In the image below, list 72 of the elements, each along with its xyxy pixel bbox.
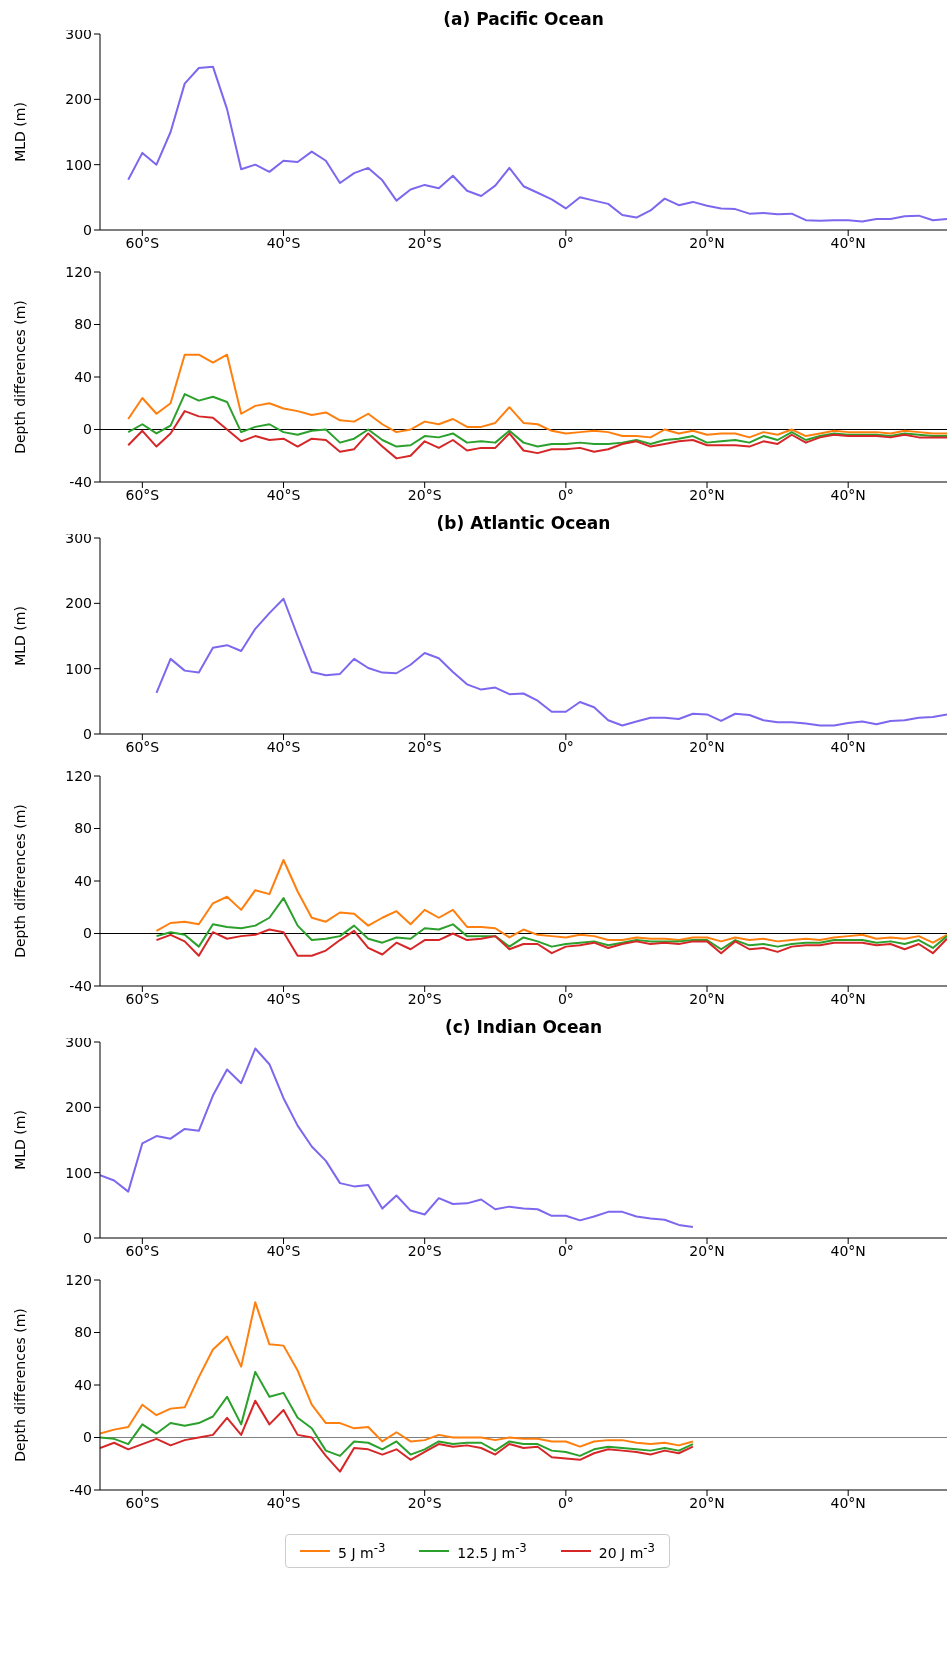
y-tick-label: 200	[65, 91, 92, 108]
x-tick-label: 40°S	[266, 738, 301, 755]
y-tick-label: 0	[83, 221, 92, 238]
y-tick-label: 120	[65, 767, 92, 784]
y-tick-label: 80	[74, 820, 92, 837]
x-tick-label: 60°S	[125, 990, 160, 1007]
x-tick-label: 40°N	[830, 234, 866, 251]
x-tick-label: 40°S	[266, 234, 301, 251]
x-tick-label: 20°S	[407, 1494, 442, 1511]
y-axis-title: Depth differences (m)	[11, 804, 28, 958]
x-tick-label: 20°N	[689, 1242, 725, 1259]
y-tick-label: 100	[65, 660, 92, 677]
x-tick-label: 60°S	[125, 738, 160, 755]
y-tick-label: 200	[65, 595, 92, 612]
x-tick-label: 20°S	[407, 738, 442, 755]
x-tick-label: 0°	[557, 486, 574, 503]
y-tick-label: 0	[83, 1229, 92, 1246]
y-tick-label: 40	[74, 872, 92, 889]
x-tick-label: 40°N	[830, 486, 866, 503]
y-axis-title: MLD (m)	[11, 606, 28, 666]
y-axis-title: Depth differences (m)	[11, 300, 28, 454]
x-tick-label: 20°N	[689, 486, 725, 503]
x-tick-label: 20°N	[689, 738, 725, 755]
y-tick-label: 0	[83, 1429, 92, 1446]
x-tick-label: 40°S	[266, 990, 301, 1007]
y-tick-label: 40	[74, 368, 92, 385]
y-tick-label: -40	[69, 977, 92, 994]
x-tick-label: 0°	[557, 1494, 574, 1511]
x-tick-label: 20°S	[407, 486, 442, 503]
x-tick-label: 40°S	[266, 486, 301, 503]
y-tick-label: 200	[65, 1099, 92, 1116]
chart-title: (a) Pacific Ocean	[442, 8, 605, 30]
x-tick-label: 40°N	[830, 1494, 866, 1511]
x-tick-label: 20°S	[407, 990, 442, 1007]
x-tick-label: 40°N	[830, 738, 866, 755]
y-tick-label: -40	[69, 1481, 92, 1498]
x-tick-label: 20°S	[407, 1242, 442, 1259]
y-tick-label: 0	[83, 725, 92, 742]
x-tick-label: 40°S	[266, 1494, 301, 1511]
x-tick-label: 60°S	[125, 486, 160, 503]
x-tick-label: 20°S	[407, 234, 442, 251]
y-axis-title: MLD (m)	[11, 1110, 28, 1170]
y-tick-label: 0	[83, 421, 92, 438]
y-axis-title: Depth differences (m)	[11, 1308, 28, 1462]
x-tick-label: 60°S	[125, 1242, 160, 1259]
y-tick-label: 0	[83, 925, 92, 942]
x-tick-label: 60°S	[125, 234, 160, 251]
x-tick-label: 0°	[557, 738, 574, 755]
x-tick-label: 0°	[557, 234, 574, 251]
y-tick-label: 120	[65, 1271, 92, 1288]
y-tick-label: 80	[74, 316, 92, 333]
legend-label: 5 J m$^{-3}$	[338, 1541, 386, 1561]
y-axis-title: MLD (m)	[11, 102, 28, 162]
x-tick-label: 0°	[557, 1242, 574, 1259]
y-tick-label: 100	[65, 156, 92, 173]
legend-label: 20 J m$^{-3}$	[598, 1541, 655, 1561]
x-tick-label: 60°S	[125, 1494, 160, 1511]
y-tick-label: 40	[74, 1376, 92, 1393]
x-tick-label: 20°N	[689, 990, 725, 1007]
x-tick-label: 0°	[557, 990, 574, 1007]
chart-title: (b) Atlantic Ocean	[435, 512, 612, 534]
x-tick-label: 20°N	[689, 1494, 725, 1511]
x-tick-label: 20°N	[689, 234, 725, 251]
x-tick-label: 40°S	[266, 1242, 301, 1259]
y-tick-label: 80	[74, 1324, 92, 1341]
y-tick-label: 100	[65, 1164, 92, 1181]
x-tick-label: 40°N	[830, 1242, 866, 1259]
y-tick-label: 120	[65, 263, 92, 280]
y-tick-label: -40	[69, 473, 92, 490]
chart-title: (c) Indian Ocean	[443, 1016, 604, 1038]
x-tick-label: 40°N	[830, 990, 866, 1007]
legend-label: 12.5 J m$^{-3}$	[457, 1541, 527, 1561]
